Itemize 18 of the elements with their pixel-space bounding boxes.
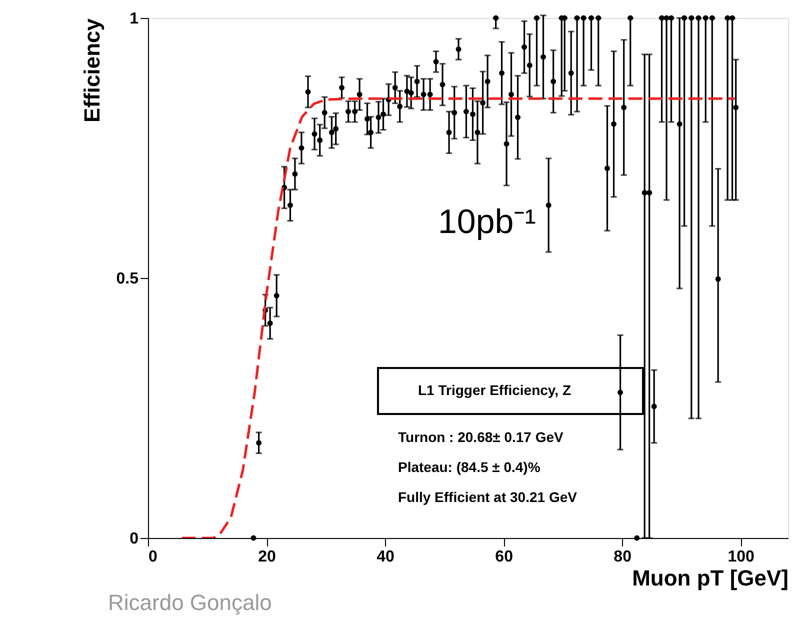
annotation: Turnon : 20.68± 0.17 GeV <box>398 429 564 445</box>
line-series <box>180 97 736 538</box>
x-tick-label: 100 <box>728 548 755 566</box>
annotation: Fully Efficient at 30.21 GeV <box>398 489 578 505</box>
text: Ricardo Gonçalo <box>108 590 272 615</box>
x-tick-label: 40 <box>376 548 395 566</box>
x-tick-label: 0 <box>148 548 158 566</box>
y-tick-label: 0.5 <box>116 270 139 288</box>
annotation: Plateau: (84.5 ± 0.4)% <box>398 459 541 475</box>
x-axis-title: Muon pT [GeV] <box>632 566 788 590</box>
y-tick-label: 1 <box>130 10 139 28</box>
x-tick-label: 80 <box>614 548 632 566</box>
annotation: 10pb⁻¹ <box>438 203 536 241</box>
y-tick-label: 0 <box>130 530 139 548</box>
x-tick-label: 60 <box>495 548 514 566</box>
annotation: L1 Trigger Efficiency, Z <box>418 382 572 398</box>
y-axis-title: Efficiency <box>79 18 104 122</box>
x-tick-label: 20 <box>258 548 276 566</box>
